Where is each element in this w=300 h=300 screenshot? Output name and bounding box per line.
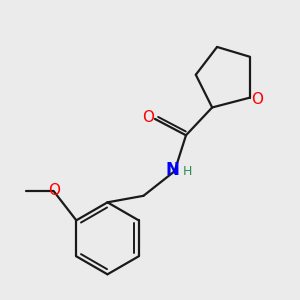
Text: O: O bbox=[142, 110, 154, 125]
Text: N: N bbox=[166, 160, 180, 178]
Text: O: O bbox=[48, 183, 60, 198]
Text: H: H bbox=[183, 165, 192, 178]
Text: O: O bbox=[251, 92, 263, 107]
